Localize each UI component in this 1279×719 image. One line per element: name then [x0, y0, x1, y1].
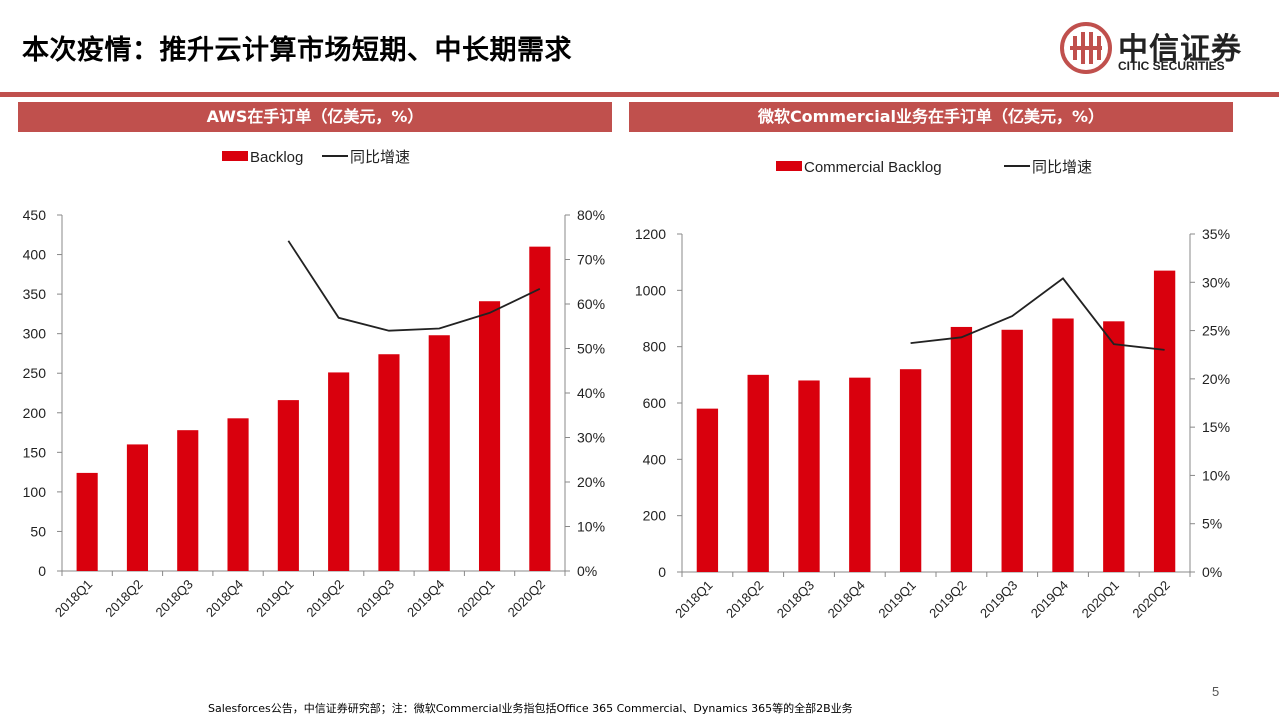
backlog-bar [428, 335, 450, 571]
left-y-tick-label: 350 [23, 286, 47, 302]
right-y-tick-label: 30% [1202, 274, 1230, 290]
x-category-label: 2018Q3 [774, 578, 817, 621]
left-panel-header: AWS在手订单（亿美元，%） [18, 102, 612, 132]
backlog-bar [849, 377, 871, 572]
x-category-label: 2020Q1 [454, 577, 497, 620]
x-category-label: 2018Q4 [203, 577, 246, 620]
backlog-bar [76, 472, 98, 571]
microsoft-commercial-backlog-chart: 0 200 400 600 800 1000 1200 0% 5% 10% 15% 20% 25% 30%… [635, 159, 1230, 621]
backlog-bar [126, 444, 149, 571]
yoy-growth-line [287, 240, 541, 332]
left-y-tick-label: 200 [23, 405, 47, 421]
right-y-tick-label: 60% [577, 296, 605, 312]
legend-bar-swatch [776, 161, 802, 171]
x-category-label: 2020Q1 [1079, 578, 1122, 621]
x-category-label: 2018Q1 [52, 577, 95, 620]
x-category-label: 2019Q4 [404, 577, 447, 620]
yoy-growth-line [910, 277, 1165, 351]
left-y-tick-label: 1000 [635, 282, 666, 298]
right-y-tick-label: 70% [577, 252, 605, 268]
left-y-tick-label: 0 [38, 563, 46, 579]
title-divider [0, 92, 1279, 97]
left-y-tick-label: 300 [23, 326, 47, 342]
logo-text-cn: 中信证券 [1118, 32, 1242, 67]
left-y-tick-label: 200 [643, 508, 667, 524]
right-y-tick-label: 20% [1202, 371, 1230, 387]
aws-backlog-chart: 0 50 100 150 200 250 300 350 400 450 0% 10% 20% 30% 40… [23, 149, 605, 620]
left-y-tick-label: 600 [643, 395, 667, 411]
x-category-label: 2018Q2 [723, 578, 766, 621]
legend-line-label: 同比增速 [350, 149, 410, 166]
left-y-tick-label: 800 [643, 339, 667, 355]
backlog-bar [529, 246, 551, 571]
x-category-label: 2018Q2 [102, 577, 145, 620]
legend-bar-label: Commercial Backlog [804, 159, 942, 176]
source-footnote: Salesforces公告，中信证券研究部；注：微软Commercial业务指包… [208, 702, 853, 715]
backlog-bar [1153, 270, 1176, 572]
right-y-tick-label: 20% [577, 474, 605, 490]
backlog-bar [899, 369, 922, 572]
x-category-label: 2020Q2 [505, 577, 548, 620]
legend-bar-label: Backlog [250, 149, 303, 166]
x-category-label: 2020Q2 [1129, 578, 1172, 621]
right-y-tick-label: 25% [1202, 323, 1230, 339]
citic-logo-icon [1060, 22, 1112, 74]
x-category-label: 2019Q2 [926, 578, 969, 621]
x-category-label: 2018Q3 [153, 577, 196, 620]
backlog-bar [1001, 329, 1023, 572]
right-y-tick-label: 0% [1202, 564, 1222, 580]
left-y-tick-label: 400 [23, 247, 47, 263]
left-y-tick-label: 50 [30, 523, 46, 539]
backlog-bar [747, 374, 769, 572]
left-y-tick-label: 250 [23, 365, 47, 381]
right-y-tick-label: 35% [1202, 226, 1230, 242]
backlog-bar [1052, 318, 1074, 572]
citic-logo: 中信证券 CITIC SECURITIES [1060, 22, 1260, 80]
left-y-tick-label: 100 [23, 484, 47, 500]
backlog-bar [798, 380, 820, 572]
right-y-tick-label: 15% [1202, 419, 1230, 435]
left-y-tick-label: 450 [23, 207, 47, 223]
x-category-label: 2019Q2 [303, 577, 346, 620]
left-y-tick-label: 0 [658, 564, 666, 580]
right-y-tick-label: 40% [577, 385, 605, 401]
backlog-bar [177, 430, 199, 571]
right-y-tick-label: 5% [1202, 516, 1222, 532]
backlog-bar [227, 418, 249, 571]
backlog-bar [696, 408, 719, 572]
backlog-bar [950, 326, 973, 572]
legend-line-label: 同比增速 [1032, 159, 1092, 176]
x-category-label: 2019Q4 [1028, 578, 1071, 621]
backlog-bar [378, 354, 400, 571]
right-panel-header: 微软Commercial业务在手订单（亿美元，%） [629, 102, 1233, 132]
right-y-tick-label: 30% [577, 430, 605, 446]
x-category-label: 2018Q4 [825, 578, 868, 621]
backlog-bar [1103, 321, 1125, 572]
x-category-label: 2019Q1 [253, 577, 296, 620]
legend-bar-swatch [222, 151, 248, 161]
x-category-label: 2019Q1 [875, 578, 918, 621]
logo-text-en: CITIC SECURITIES [1118, 59, 1225, 73]
x-category-label: 2019Q3 [977, 578, 1020, 621]
page-title: 本次疫情：推升云计算市场短期、中长期需求 [22, 35, 572, 66]
right-y-tick-label: 50% [577, 341, 605, 357]
left-y-tick-label: 1200 [635, 226, 666, 242]
x-category-label: 2019Q3 [354, 577, 397, 620]
left-y-tick-label: 150 [23, 444, 47, 460]
backlog-bar [478, 301, 501, 571]
right-y-tick-label: 10% [577, 519, 605, 535]
left-y-tick-label: 400 [643, 451, 667, 467]
page-number: 5 [1212, 684, 1220, 699]
x-category-label: 2018Q1 [672, 578, 715, 621]
right-y-tick-label: 10% [1202, 467, 1230, 483]
right-y-tick-label: 80% [577, 207, 605, 223]
right-y-tick-label: 0% [577, 563, 597, 579]
backlog-bar [328, 372, 350, 571]
backlog-bar [277, 400, 299, 571]
